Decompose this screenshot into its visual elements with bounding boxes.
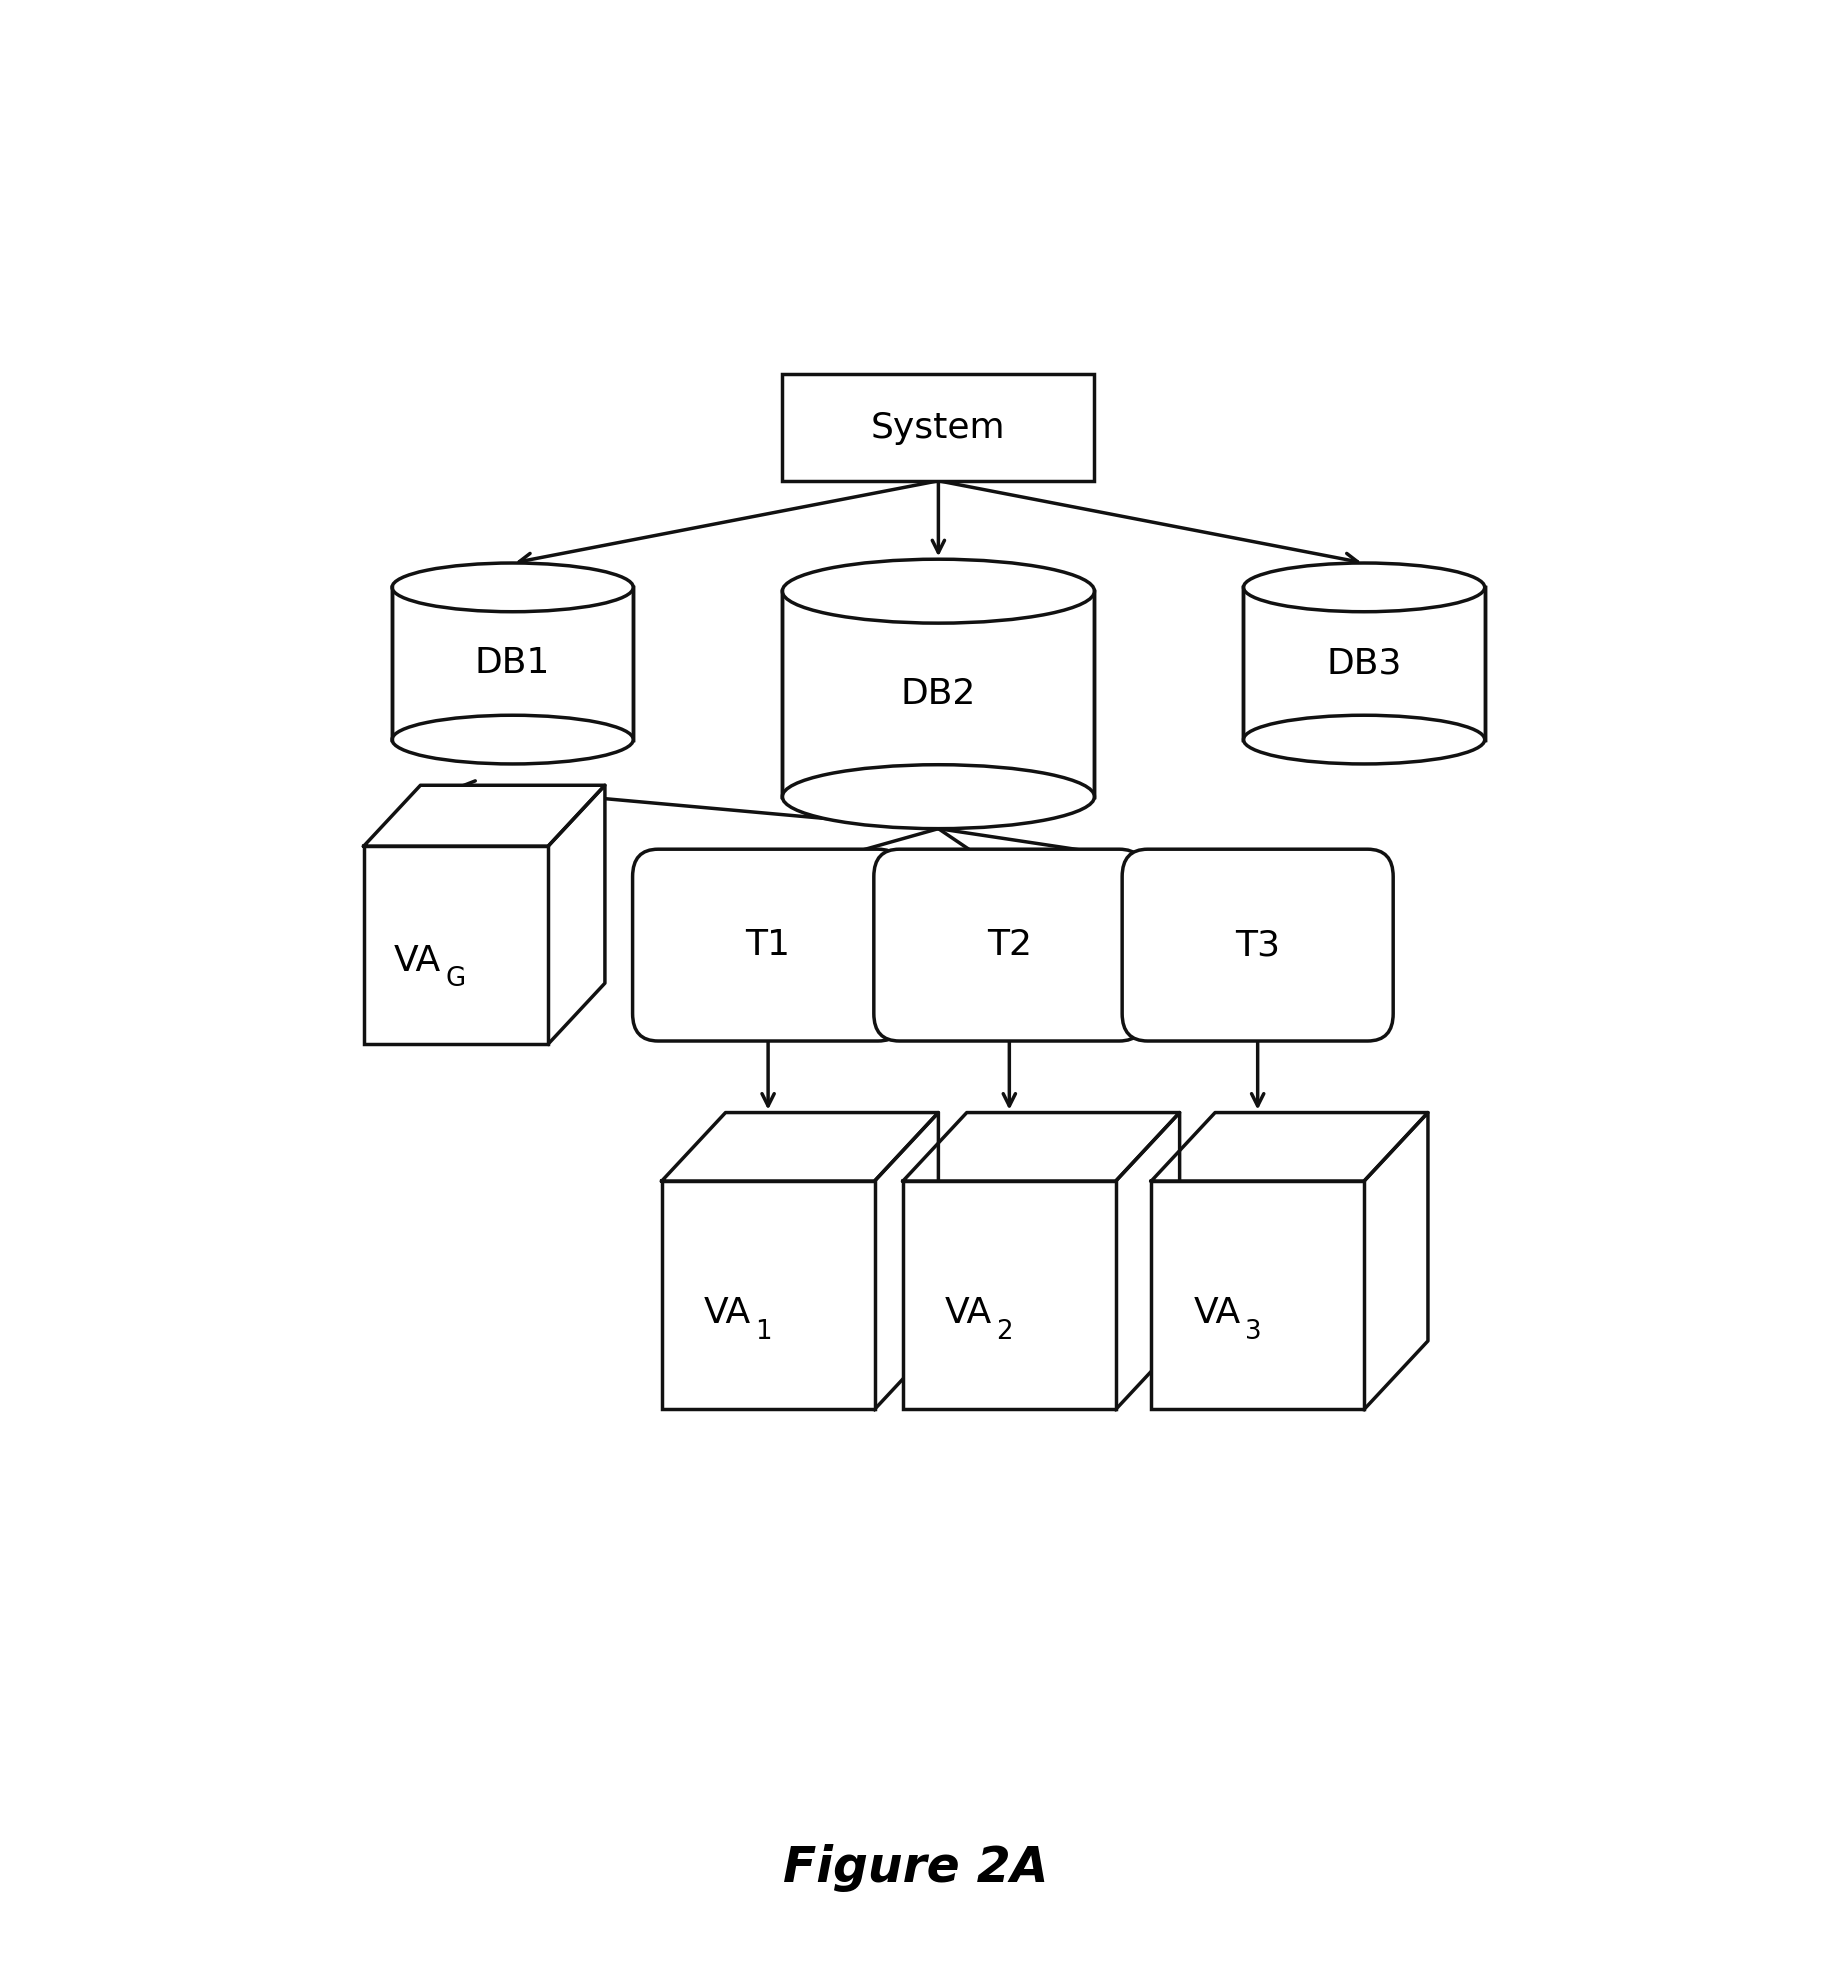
Text: T3: T3 — [1235, 927, 1279, 963]
FancyBboxPatch shape — [631, 850, 904, 1042]
Bar — [364, 846, 547, 1044]
Ellipse shape — [392, 716, 633, 763]
Text: 1: 1 — [756, 1319, 772, 1344]
Text: T1: T1 — [745, 927, 791, 963]
Polygon shape — [661, 1113, 937, 1180]
Bar — [392, 587, 633, 739]
Text: Figure 2A: Figure 2A — [783, 1845, 1047, 1892]
Bar — [661, 1180, 875, 1410]
Text: DB1: DB1 — [474, 646, 551, 680]
Text: 2: 2 — [996, 1319, 1012, 1344]
Bar — [781, 591, 1094, 797]
Bar — [1151, 1180, 1363, 1410]
Polygon shape — [902, 1113, 1179, 1180]
Bar — [902, 1180, 1114, 1410]
Text: 3: 3 — [1244, 1319, 1261, 1344]
FancyBboxPatch shape — [873, 850, 1144, 1042]
Ellipse shape — [1243, 716, 1484, 763]
Text: System: System — [871, 411, 1005, 445]
Bar — [781, 374, 1094, 480]
Polygon shape — [875, 1113, 937, 1410]
Text: VA: VA — [393, 943, 441, 979]
Polygon shape — [364, 785, 604, 846]
Text: G: G — [445, 967, 465, 992]
Polygon shape — [1114, 1113, 1179, 1410]
Bar — [1243, 587, 1484, 739]
Polygon shape — [547, 785, 604, 1044]
Text: VA: VA — [1193, 1297, 1241, 1331]
Ellipse shape — [781, 765, 1094, 828]
Ellipse shape — [392, 563, 633, 611]
Text: VA: VA — [703, 1297, 750, 1331]
Polygon shape — [1151, 1113, 1427, 1180]
Text: DB3: DB3 — [1325, 646, 1402, 680]
FancyBboxPatch shape — [1122, 850, 1393, 1042]
Text: DB2: DB2 — [900, 676, 975, 712]
Ellipse shape — [781, 559, 1094, 623]
Polygon shape — [1363, 1113, 1427, 1410]
Ellipse shape — [1243, 563, 1484, 611]
Text: VA: VA — [944, 1297, 992, 1331]
Text: T2: T2 — [986, 927, 1032, 963]
